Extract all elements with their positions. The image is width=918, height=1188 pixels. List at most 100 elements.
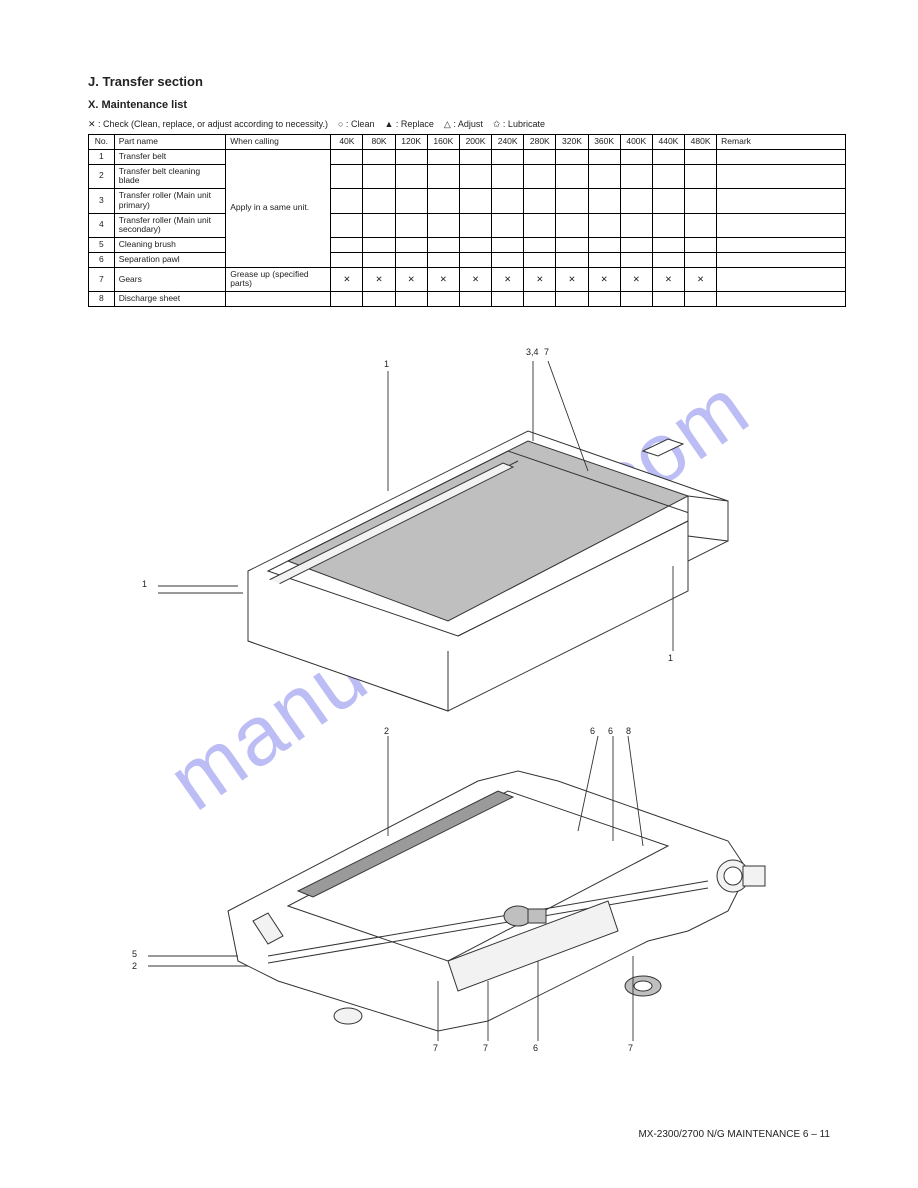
cell <box>363 189 395 214</box>
th-note: When calling <box>226 135 331 150</box>
cell <box>524 213 556 238</box>
cell <box>620 292 652 307</box>
cell <box>427 213 459 238</box>
th-k: 480K <box>685 135 717 150</box>
cell <box>331 238 363 253</box>
callout-6b: 6 <box>608 726 613 736</box>
cell <box>556 164 588 189</box>
cell <box>492 149 524 164</box>
cell <box>588 189 620 214</box>
table-body: 1 Transfer belt Apply in a same unit. 2 … <box>89 149 846 306</box>
cell <box>395 213 427 238</box>
cell <box>652 149 684 164</box>
cell: Transfer belt cleaning blade <box>114 164 226 189</box>
cell <box>685 292 717 307</box>
cell <box>685 252 717 267</box>
table-row: 1 Transfer belt Apply in a same unit. <box>89 149 846 164</box>
callout-label: 7 <box>628 1043 633 1053</box>
cell <box>685 189 717 214</box>
callout-label: 2 <box>132 961 137 971</box>
callout-label: 1 <box>668 653 673 663</box>
cell <box>492 189 524 214</box>
cell <box>556 213 588 238</box>
callout-label: 1 <box>384 359 389 369</box>
cell <box>620 149 652 164</box>
th-ref: Remark <box>717 135 846 150</box>
cell <box>331 292 363 307</box>
cell <box>395 238 427 253</box>
cell <box>331 164 363 189</box>
cell <box>492 238 524 253</box>
cell <box>620 252 652 267</box>
callout-5: 5 <box>132 949 137 959</box>
cell: ✕ <box>395 267 427 292</box>
cell: ✕ <box>331 267 363 292</box>
cell: ✕ <box>588 267 620 292</box>
th-k: 440K <box>652 135 684 150</box>
table-row: 4 Transfer roller (Main unit secondary) <box>89 213 846 238</box>
callout-7a: 7 <box>433 1043 438 1053</box>
table-row: 5 Cleaning brush <box>89 238 846 253</box>
cell: ✕ <box>427 267 459 292</box>
cell <box>620 238 652 253</box>
cell <box>331 213 363 238</box>
cell <box>685 164 717 189</box>
th-k: 200K <box>459 135 491 150</box>
cell: ✕ <box>524 267 556 292</box>
cell <box>717 189 846 214</box>
callout-1c: 1 <box>668 653 673 663</box>
cell <box>395 149 427 164</box>
callout-label: 5 <box>132 949 137 959</box>
cell: Transfer belt <box>114 149 226 164</box>
callout-6a: 6 <box>590 726 595 736</box>
cell <box>395 252 427 267</box>
cell <box>459 164 491 189</box>
cell: 2 <box>89 164 115 189</box>
table-row: 6 Separation pawl <box>89 252 846 267</box>
cell: ✕ <box>363 267 395 292</box>
cell <box>556 252 588 267</box>
cell <box>427 238 459 253</box>
table-row: 3 Transfer roller (Main unit primary) <box>89 189 846 214</box>
cell <box>556 149 588 164</box>
callout-34: 3,4 <box>526 347 539 357</box>
cell <box>620 213 652 238</box>
callout-label: 6 <box>533 1043 538 1053</box>
cell <box>459 292 491 307</box>
callout-label: 3,4 <box>526 347 539 357</box>
cell: Transfer roller (Main unit secondary) <box>114 213 226 238</box>
subsection-title: X. Maintenance list <box>88 99 846 111</box>
cell <box>556 238 588 253</box>
th-k: 160K <box>427 135 459 150</box>
cell: Grease up (specified parts) <box>226 267 331 292</box>
cell <box>717 164 846 189</box>
cell: Transfer roller (Main unit primary) <box>114 189 226 214</box>
cell <box>459 238 491 253</box>
cell <box>685 213 717 238</box>
footer: MX-2300/2700 N/G MAINTENANCE 6 – 11 <box>0 1129 918 1140</box>
cell: ✕ <box>492 267 524 292</box>
callout-label: 1 <box>142 579 147 589</box>
cell <box>459 189 491 214</box>
cell <box>363 252 395 267</box>
callout-1b: 1 <box>142 579 147 589</box>
cell: ✕ <box>652 267 684 292</box>
callout-1: 1 <box>384 359 389 369</box>
cell <box>717 252 846 267</box>
cell: 5 <box>89 238 115 253</box>
callout-label: 2 <box>384 726 389 736</box>
legend-lub: ✩ : Lubricate <box>493 119 545 129</box>
th-part: Part name <box>114 135 226 150</box>
cell <box>226 292 331 307</box>
callout-8: 8 <box>626 726 631 736</box>
cell: 8 <box>89 292 115 307</box>
cell <box>459 213 491 238</box>
cell <box>556 189 588 214</box>
th-k: 400K <box>620 135 652 150</box>
callout-label: 6 <box>608 726 613 736</box>
maintenance-table: No. Part name When calling 40K 80K 120K … <box>88 134 846 307</box>
subsection-letter: X <box>88 99 95 111</box>
cell: ✕ <box>685 267 717 292</box>
cell: 4 <box>89 213 115 238</box>
callout-7-top: 7 <box>544 347 549 357</box>
